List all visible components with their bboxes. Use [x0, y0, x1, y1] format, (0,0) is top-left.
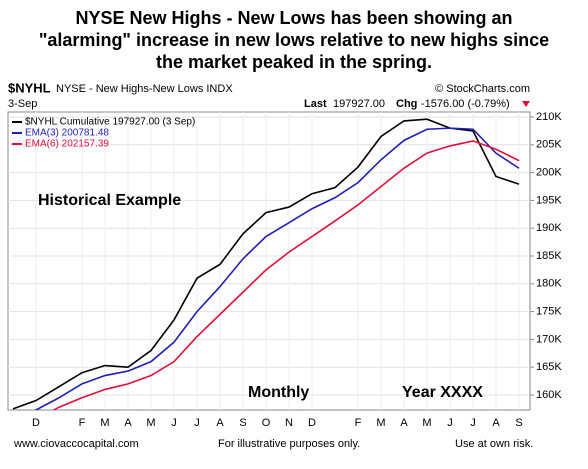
x-tick-label: A	[216, 417, 224, 429]
y-tick-label: 165K	[536, 361, 562, 373]
x-tick-label: A	[492, 417, 500, 429]
x-tick-label: M	[100, 417, 109, 429]
last-label: Last	[304, 98, 327, 110]
y-tick-label: 205K	[536, 139, 562, 151]
y-tick-label: 170K	[536, 333, 562, 345]
symbol: $NYHL	[8, 80, 51, 95]
down-arrow	[522, 101, 530, 107]
x-tick-label: J	[171, 417, 177, 429]
legend: $NYHL Cumulative 197927.00 (3 Sep)EMA(3)…	[12, 117, 195, 150]
x-tick-label: M	[376, 417, 385, 429]
title-line: "alarming" increase in new lows relative…	[39, 30, 549, 50]
y-tick-label: 175K	[536, 305, 562, 317]
annotation: Historical Example	[38, 192, 181, 209]
x-tick-label: F	[79, 417, 86, 429]
y-tick-label: 180K	[536, 278, 562, 290]
x-tick-label: J	[470, 417, 476, 429]
chg-label: Chg	[396, 98, 417, 110]
y-tick-label: 195K	[536, 194, 562, 206]
x-tick-label: N	[285, 417, 293, 429]
x-tick-label: M	[422, 417, 431, 429]
annotation: Monthly	[248, 384, 309, 401]
x-tick-label: A	[124, 417, 132, 429]
x-tick-label: F	[355, 417, 362, 429]
x-tick-label: S	[515, 417, 522, 429]
source: © StockCharts.com	[435, 83, 530, 95]
footer: www.ciovaccocapital.com	[13, 438, 139, 450]
legend-label: EMA(3) 200781.48	[25, 128, 109, 139]
x-tick-label: D	[308, 417, 316, 429]
footer: Use at own risk.	[455, 438, 533, 450]
chg-value: -1576.00 (-0.79%)	[421, 98, 510, 110]
annotation: Year XXXX	[402, 384, 483, 401]
date: 3-Sep	[8, 98, 37, 110]
footer: For illustrative purposes only.	[218, 438, 360, 450]
plot-frame	[7, 111, 531, 411]
last-value: 197927.00	[333, 98, 385, 110]
index-name: NYSE - New Highs-New Lows INDX	[56, 83, 233, 95]
legend-label: EMA(6) 202157.39	[25, 139, 109, 150]
title-line: the market peaked in the spring.	[156, 52, 432, 72]
x-tick-label: A	[400, 417, 408, 429]
x-tick-label: J	[447, 417, 453, 429]
legend-label: $NYHL Cumulative 197927.00 (3 Sep)	[25, 117, 195, 128]
title-line: NYSE New Highs - New Lows has been showi…	[75, 8, 512, 28]
y-tick-label: 185K	[536, 250, 562, 262]
y-tick-label: 160K	[536, 389, 562, 401]
y-tick-label: 200K	[536, 167, 562, 179]
grid	[8, 112, 534, 410]
y-tick-label: 190K	[536, 222, 562, 234]
series-group	[12, 118, 520, 410]
x-tick-label: J	[194, 417, 200, 429]
x-tick-label: S	[239, 417, 246, 429]
series-line	[33, 127, 520, 410]
x-tick-label: O	[262, 417, 271, 429]
x-tick-label: M	[146, 417, 155, 429]
series-line	[12, 118, 520, 410]
series-line	[52, 140, 520, 410]
x-tick-label: D	[32, 417, 40, 429]
y-tick-label: 210K	[536, 111, 562, 123]
